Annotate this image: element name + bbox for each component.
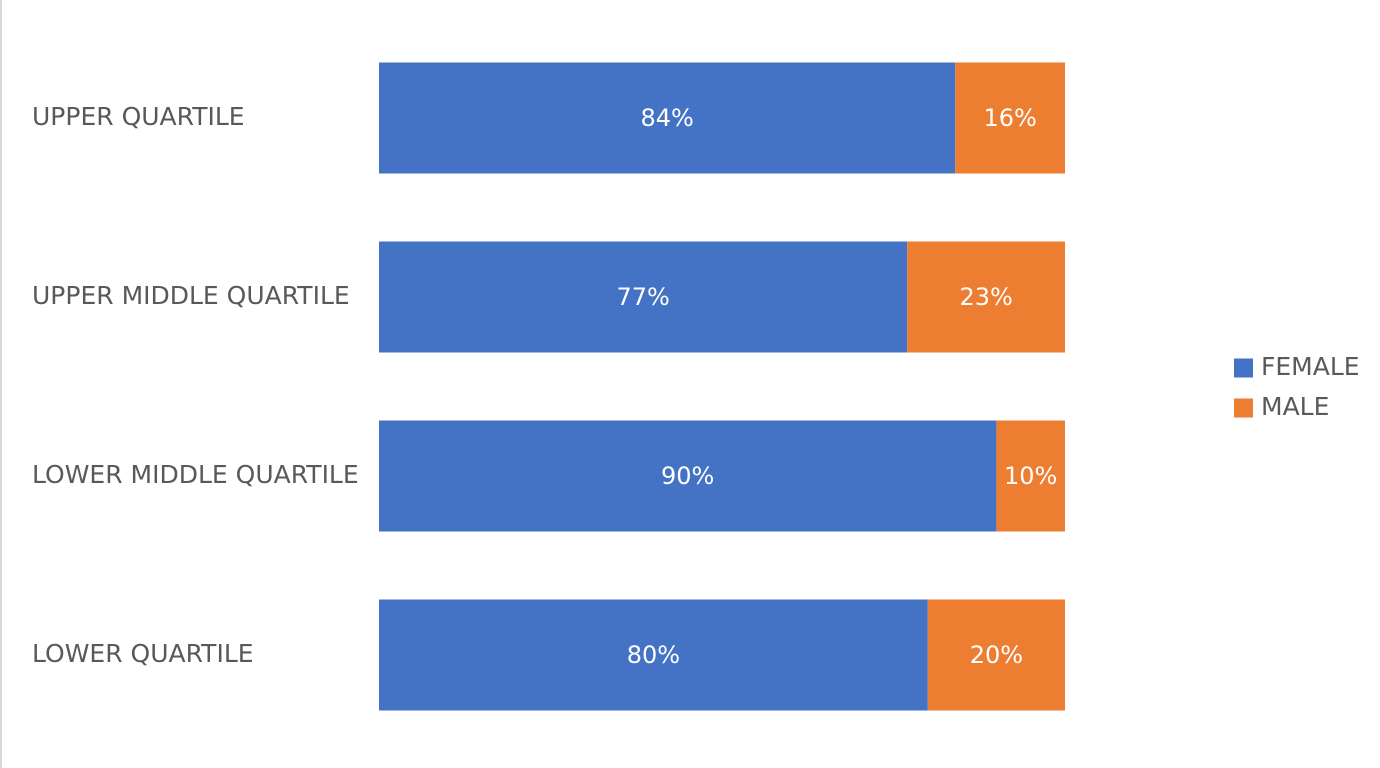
bar-male-4 (927, 599, 1065, 711)
bar-female-1 (379, 62, 956, 174)
data-label-female-3: 90% (661, 462, 714, 490)
data-label-female-2: 77% (616, 283, 669, 311)
bar-female-3 (379, 420, 997, 532)
legend-swatch-male (1234, 398, 1253, 418)
data-label-male-1: 16% (983, 104, 1036, 132)
data-labels: 84% 16% 77% 23% 90% 10% 80% 20% (616, 104, 1057, 669)
bar-female-2 (379, 241, 908, 353)
category-label: UPPER QUARTILE (32, 102, 245, 131)
category-label: LOWER MIDDLE QUARTILE (32, 460, 359, 489)
category-labels: UPPER QUARTILE UPPER MIDDLE QUARTILE LOWER… (32, 102, 359, 668)
bar-female-4 (379, 599, 928, 711)
bars (379, 62, 1065, 711)
category-label: LOWER QUARTILE (32, 639, 254, 668)
data-label-female-4: 80% (627, 641, 680, 669)
data-label-female-1: 84% (640, 104, 693, 132)
category-label: UPPER MIDDLE QUARTILE (32, 281, 350, 310)
legend: FEMALE MALE (1234, 352, 1360, 421)
bar-male-2 (907, 241, 1065, 353)
bar-male-1 (955, 62, 1065, 174)
legend-swatch-female (1234, 358, 1253, 378)
chart-frame-edge (0, 0, 2, 768)
data-label-male-2: 23% (959, 283, 1012, 311)
bar-male-3 (996, 420, 1065, 532)
data-label-male-3: 10% (1004, 462, 1057, 490)
legend-label-female: FEMALE (1261, 352, 1360, 381)
data-label-male-4: 20% (970, 641, 1023, 669)
legend-label-male: MALE (1261, 392, 1329, 421)
